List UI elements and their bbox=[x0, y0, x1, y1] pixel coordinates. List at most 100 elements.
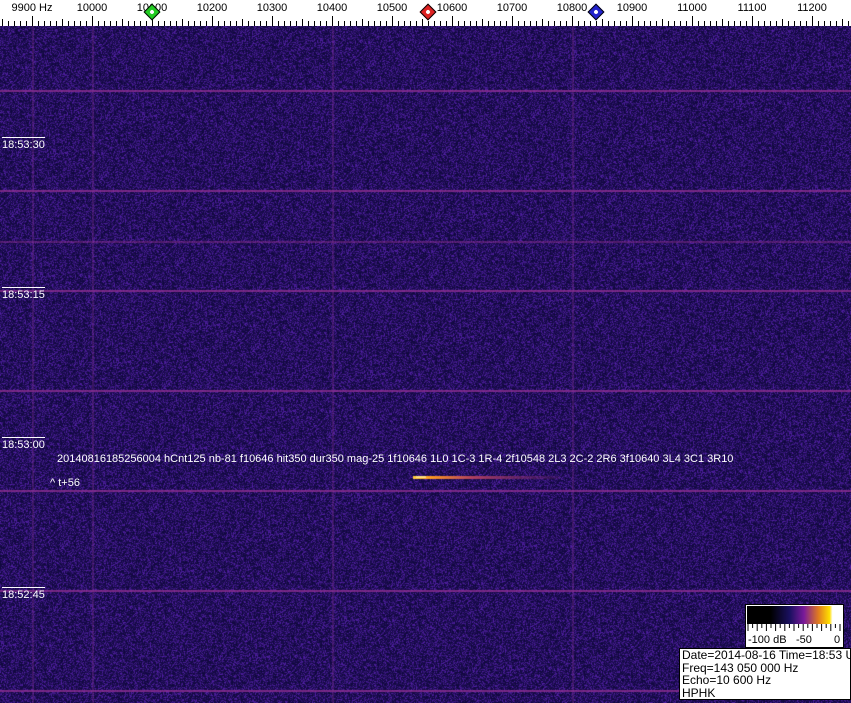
minor-tick bbox=[398, 21, 399, 26]
minor-tick bbox=[206, 21, 207, 26]
minor-tick bbox=[458, 21, 459, 26]
colorbar-ticks bbox=[747, 624, 841, 631]
major-tick bbox=[212, 16, 213, 26]
minor-tick bbox=[746, 21, 747, 26]
frequency-tick-label: 10900 bbox=[616, 2, 648, 14]
minor-tick bbox=[440, 21, 441, 26]
frequency-tick-label: 11200 bbox=[797, 2, 827, 14]
minor-tick bbox=[44, 21, 45, 26]
major-tick bbox=[332, 16, 333, 26]
major-tick bbox=[272, 16, 273, 26]
minor-tick bbox=[836, 21, 837, 26]
minor-tick bbox=[536, 21, 537, 26]
major-tick bbox=[572, 16, 573, 26]
minor-tick bbox=[122, 19, 123, 26]
minor-tick bbox=[578, 21, 579, 26]
minor-tick bbox=[290, 21, 291, 26]
frequency-marker-icon[interactable] bbox=[419, 3, 437, 21]
info-echo: Echo=10 600 Hz bbox=[682, 673, 772, 687]
minor-tick bbox=[674, 21, 675, 26]
minor-tick bbox=[602, 19, 603, 26]
minor-tick bbox=[668, 21, 669, 26]
minor-tick bbox=[800, 21, 801, 26]
minor-tick bbox=[2, 19, 3, 26]
frequency-tick-label: 10700 bbox=[496, 2, 528, 14]
minor-tick bbox=[8, 21, 9, 26]
minor-tick bbox=[644, 21, 645, 26]
frequency-tick-label: 10800 bbox=[556, 2, 588, 14]
minor-tick bbox=[374, 21, 375, 26]
minor-tick bbox=[554, 21, 555, 26]
frequency-tick-label: 10600 bbox=[436, 2, 468, 14]
info-station: HPHK bbox=[682, 685, 716, 700]
minor-tick bbox=[584, 21, 585, 26]
major-tick bbox=[812, 16, 813, 26]
minor-tick bbox=[38, 21, 39, 26]
minor-tick bbox=[50, 21, 51, 26]
minor-tick bbox=[494, 21, 495, 26]
waterfall-plot bbox=[0, 26, 851, 703]
minor-tick bbox=[626, 21, 627, 26]
minor-tick bbox=[176, 21, 177, 26]
minor-tick bbox=[776, 21, 777, 26]
minor-tick bbox=[758, 21, 759, 26]
minor-tick bbox=[344, 21, 345, 26]
minor-tick bbox=[254, 21, 255, 26]
minor-tick bbox=[764, 21, 765, 26]
frequency-tick-label: 10000 bbox=[76, 2, 108, 14]
minor-tick bbox=[68, 21, 69, 26]
minor-tick bbox=[62, 19, 63, 26]
time-label: 18:53:00 bbox=[2, 437, 45, 451]
detection-annotation: 20140816185256004 hCnt125 nb-81 f10646 h… bbox=[57, 453, 734, 465]
minor-tick bbox=[260, 21, 261, 26]
minor-tick bbox=[464, 21, 465, 26]
minor-tick bbox=[410, 21, 411, 26]
minor-tick bbox=[326, 21, 327, 26]
minor-tick bbox=[566, 21, 567, 26]
minor-tick bbox=[116, 21, 117, 26]
frequency-tick-label: 10300 bbox=[256, 2, 288, 14]
minor-tick bbox=[194, 21, 195, 26]
minor-tick bbox=[266, 21, 267, 26]
minor-tick bbox=[710, 21, 711, 26]
minor-tick bbox=[20, 21, 21, 26]
major-tick bbox=[452, 16, 453, 26]
info-date-time: Date=2014-08-16 Time=18:53 UTC bbox=[682, 648, 851, 662]
minor-tick bbox=[500, 21, 501, 26]
frequency-axis: 9900 Hz100001010010200103001040010500106… bbox=[0, 0, 851, 26]
minor-tick bbox=[368, 21, 369, 26]
frequency-tick-label: 10400 bbox=[316, 2, 348, 14]
minor-tick bbox=[248, 21, 249, 26]
minor-tick bbox=[446, 21, 447, 26]
minor-tick bbox=[722, 19, 723, 26]
minor-tick bbox=[590, 21, 591, 26]
frequency-tick-label: 11100 bbox=[737, 2, 767, 14]
minor-tick bbox=[734, 21, 735, 26]
minor-tick bbox=[818, 21, 819, 26]
minor-tick bbox=[380, 21, 381, 26]
minor-tick bbox=[26, 21, 27, 26]
minor-tick bbox=[86, 21, 87, 26]
minor-tick bbox=[314, 21, 315, 26]
time-label: 18:53:15 bbox=[2, 287, 45, 301]
time-offset-annotation: ^ t+56 bbox=[50, 477, 80, 489]
minor-tick bbox=[236, 21, 237, 26]
major-tick bbox=[392, 16, 393, 26]
minor-tick bbox=[740, 21, 741, 26]
time-label: 18:52:45 bbox=[2, 587, 45, 601]
minor-tick bbox=[542, 19, 543, 26]
frequency-tick-label: 10500 bbox=[376, 2, 408, 14]
minor-tick bbox=[680, 21, 681, 26]
minor-tick bbox=[728, 21, 729, 26]
minor-tick bbox=[320, 21, 321, 26]
colorbar-label-max: 0 bbox=[834, 634, 841, 646]
minor-tick bbox=[356, 21, 357, 26]
minor-tick bbox=[128, 21, 129, 26]
minor-tick bbox=[686, 21, 687, 26]
major-tick bbox=[632, 16, 633, 26]
frequency-marker-icon[interactable] bbox=[587, 3, 605, 21]
minor-tick bbox=[434, 21, 435, 26]
minor-tick bbox=[182, 19, 183, 26]
minor-tick bbox=[530, 21, 531, 26]
